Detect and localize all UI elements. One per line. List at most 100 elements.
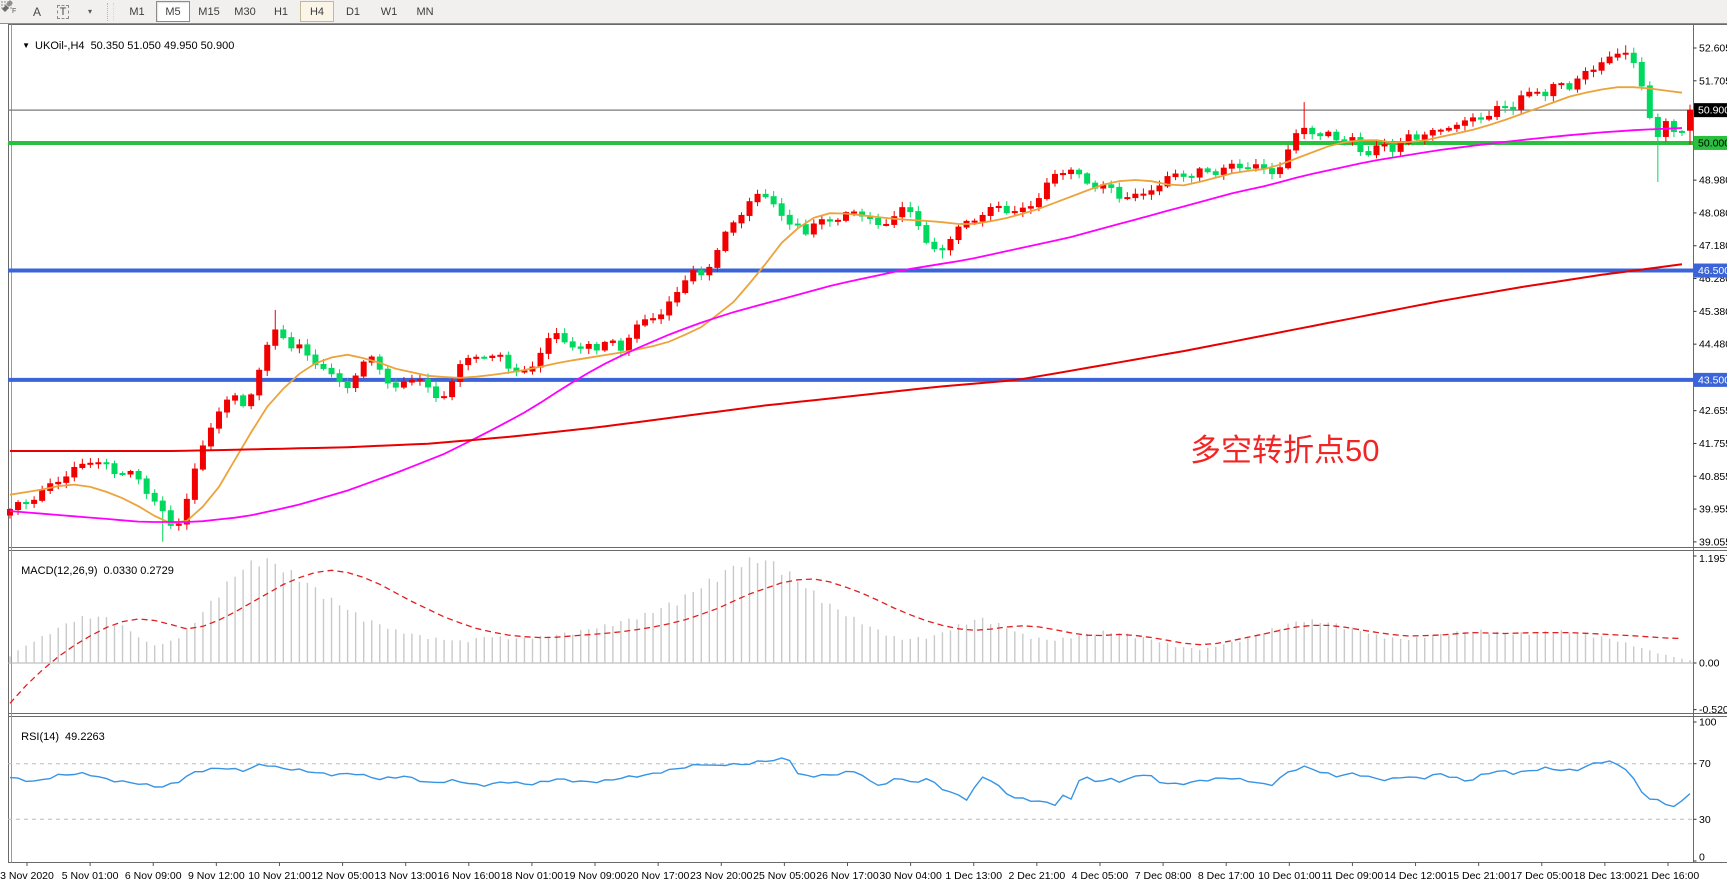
macd-name: MACD(12,26,9) bbox=[21, 565, 98, 577]
rsi-tick-label: 70 bbox=[1699, 758, 1711, 770]
time-tick-label: 20 Nov 17:00 bbox=[627, 870, 690, 882]
current-price-line-badge bbox=[1694, 103, 1727, 118]
time-tick-label: 6 Nov 09:00 bbox=[125, 870, 182, 882]
tf-button-m5[interactable]: M5 bbox=[156, 1, 190, 22]
chevron-down-icon: ▼ bbox=[22, 41, 31, 50]
rsi-line bbox=[9, 757, 1691, 808]
time-tick-label: 18 Dec 13:00 bbox=[1574, 870, 1637, 882]
price-tick-label: 47.180 bbox=[1699, 240, 1727, 252]
time-tick-label: 25 Nov 05:00 bbox=[753, 870, 816, 882]
candlestick-series bbox=[7, 45, 1693, 542]
time-tick-label: 13 Nov 13:00 bbox=[374, 870, 437, 882]
tf-button-m1[interactable]: M1 bbox=[129, 5, 145, 18]
price-tick-label: 42.655 bbox=[1699, 405, 1727, 417]
time-tick-label: 17 Dec 05:00 bbox=[1511, 870, 1574, 882]
macd-indicator-label: MACD(12,26,9) 0.0330 0.2729 bbox=[15, 553, 174, 577]
rsi-tick-label: 0 bbox=[1699, 852, 1705, 864]
price-tick-label: 44.480 bbox=[1699, 339, 1727, 351]
price-tick-label: 40.855 bbox=[1699, 471, 1727, 483]
time-tick-label: 18 Nov 01:00 bbox=[501, 870, 564, 882]
macd-series bbox=[8, 557, 1694, 704]
time-tick-label: 2 Dec 21:00 bbox=[1009, 870, 1066, 882]
time-tick-label: 14 Dec 12:00 bbox=[1384, 870, 1447, 882]
support-43-5-badge bbox=[1694, 372, 1727, 387]
tf-button-m30[interactable]: M30 bbox=[234, 5, 256, 18]
rsi-series bbox=[8, 757, 1694, 820]
tf-button-h4[interactable]: H4 bbox=[300, 1, 334, 22]
timeframe-button-group: M1 M5 M15 M30 H1 H4 D1 W1 MN bbox=[119, 1, 443, 22]
time-tick-label: 26 Nov 17:00 bbox=[816, 870, 879, 882]
time-tick-label: 11 Dec 09:00 bbox=[1322, 870, 1384, 882]
objects-icon bbox=[2, 0, 13, 12]
ma-medium-magenta bbox=[9, 127, 1683, 523]
time-tick-label: 21 Dec 16:00 bbox=[1637, 870, 1700, 882]
time-axis[interactable]: 3 Nov 2020 5 Nov 01:00 6 Nov 09:00 9 Nov 12… bbox=[0, 862, 1700, 883]
time-tick-label: 10 Dec 01:00 bbox=[1258, 870, 1321, 882]
time-tick-label: 10 Nov 21:00 bbox=[248, 870, 311, 882]
tf-button-mn[interactable]: MN bbox=[416, 5, 434, 18]
rsi-name: RSI(14) bbox=[21, 731, 60, 743]
time-tick-label: 15 Dec 21:00 bbox=[1447, 870, 1510, 882]
time-tick-label: 23 Nov 20:00 bbox=[690, 870, 753, 882]
macd-values: 0.0330 0.2729 bbox=[103, 565, 174, 577]
time-tick-label: 5 Nov 01:00 bbox=[62, 870, 119, 882]
rsi-tick-label: 30 bbox=[1699, 814, 1711, 826]
panel-borders bbox=[8, 24, 1727, 863]
time-tick-label: 16 Nov 16:00 bbox=[438, 870, 501, 882]
rsi-indicator-label: RSI(14) 49.2263 bbox=[15, 719, 105, 743]
macd-tick-label: 0.00 bbox=[1699, 658, 1720, 670]
macd-tick-label: 1.1957 bbox=[1699, 553, 1727, 565]
main-plot-area[interactable] bbox=[8, 24, 1694, 548]
price-tick-label: 39.955 bbox=[1699, 504, 1727, 516]
tf-button-d1[interactable]: D1 bbox=[345, 5, 361, 18]
macd-tick-label: -0.5209 bbox=[1699, 704, 1727, 716]
tf-button-m15[interactable]: M15 bbox=[198, 5, 220, 18]
time-tick-label: 7 Dec 08:00 bbox=[1135, 870, 1192, 882]
ma-slow-red bbox=[10, 263, 1683, 452]
annotations-tool-button[interactable]: A bbox=[25, 1, 49, 23]
time-tick-label: 3 Nov 2020 bbox=[0, 870, 54, 882]
tf-button-h1[interactable]: H1 bbox=[273, 5, 289, 18]
time-tick-label: 19 Nov 09:00 bbox=[564, 870, 627, 882]
time-tick-label: 30 Nov 04:00 bbox=[879, 870, 942, 882]
tf-button-w1[interactable]: W1 bbox=[380, 5, 398, 18]
ohlc-values: 50.350 51.050 49.950 50.900 bbox=[90, 40, 235, 52]
price-tick-label: 51.705 bbox=[1699, 75, 1727, 87]
text-tool-button[interactable]: T bbox=[51, 1, 75, 23]
toolbar-separator bbox=[107, 2, 114, 21]
time-tick-label: 8 Dec 17:00 bbox=[1198, 870, 1255, 882]
letter-a-icon: A bbox=[32, 4, 41, 19]
objects-tool-button[interactable]: ▾ bbox=[2, 0, 101, 23]
time-tick-label: 1 Dec 13:00 bbox=[945, 870, 1002, 882]
macd-signal-line bbox=[9, 569, 1683, 704]
price-tick-label: 48.080 bbox=[1699, 207, 1727, 219]
rsi-plot-area[interactable] bbox=[8, 716, 1694, 863]
toolbar: F A T ▾ M1 M5 M15 M30 H1 H4 D1 W1 MN bbox=[0, 0, 1727, 24]
dropdown-caret-icon: ▾ bbox=[87, 7, 92, 16]
support-43-5-badge-label: 43.500 bbox=[1698, 374, 1727, 386]
current-price-line-badge-label: 50.900 bbox=[1698, 105, 1727, 117]
horizontal-level-lines bbox=[8, 109, 1694, 382]
symbol-label: UKOil-,H4 bbox=[35, 40, 85, 52]
round-level-50-badge-label: 50.000 bbox=[1698, 137, 1727, 149]
price-tick-label: 41.755 bbox=[1699, 438, 1727, 450]
round-level-50-badge bbox=[1694, 135, 1727, 150]
grip-label: F bbox=[12, 8, 16, 14]
price-tick-label: 45.380 bbox=[1699, 306, 1727, 318]
macd-axis[interactable]: 1.1957 0.00 -0.5209 bbox=[1693, 553, 1727, 716]
time-tick-label: 4 Dec 05:00 bbox=[1072, 870, 1129, 882]
chart-title: ▼ UKOil-,H4 50.350 51.050 49.950 50.900 bbox=[16, 28, 234, 52]
rsi-value: 49.2263 bbox=[65, 731, 105, 743]
time-tick-label: 12 Nov 05:00 bbox=[311, 870, 374, 882]
price-tick-label: 52.605 bbox=[1699, 43, 1727, 55]
time-tick-label: 9 Nov 12:00 bbox=[188, 870, 245, 882]
support-46-5-badge bbox=[1694, 263, 1727, 278]
rsi-axis[interactable]: 100 70 30 0 bbox=[1693, 717, 1717, 864]
rsi-tick-label: 100 bbox=[1699, 717, 1717, 729]
ma-fast-orange bbox=[9, 86, 1683, 525]
price-axis[interactable]: 52.60551.70548.98048.08047.18046.28045.3… bbox=[1693, 43, 1727, 549]
price-tick-label: 39.055 bbox=[1699, 536, 1727, 548]
macd-plot-area[interactable] bbox=[8, 550, 1694, 714]
support-46-5-badge-label: 46.500 bbox=[1698, 265, 1727, 277]
